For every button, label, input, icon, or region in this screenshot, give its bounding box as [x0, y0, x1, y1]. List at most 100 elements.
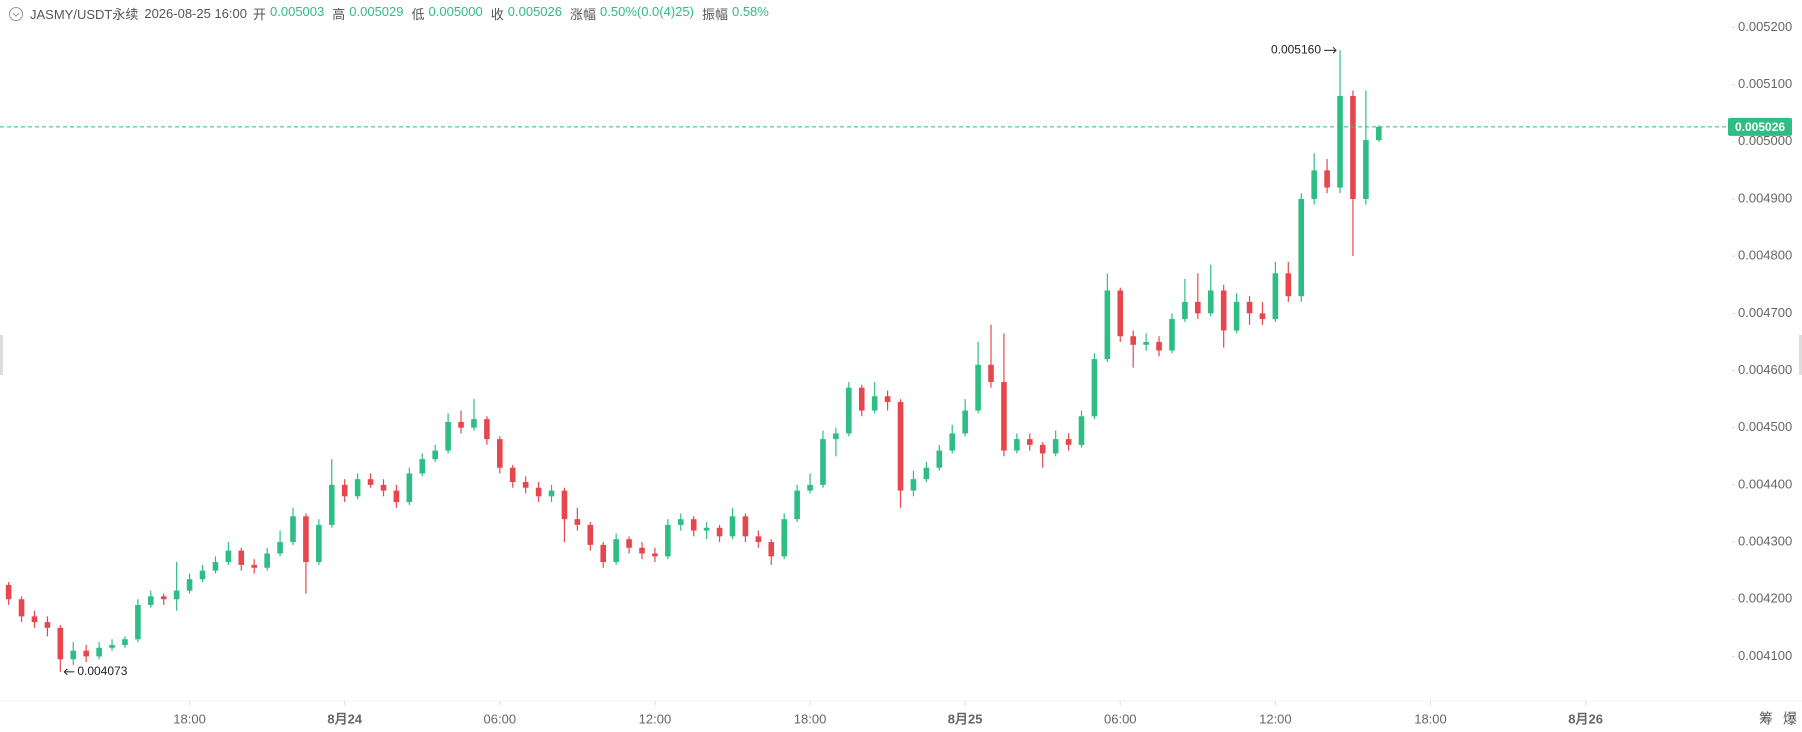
candle-body [96, 647, 102, 657]
candle-body [109, 644, 115, 648]
info-value: 0.005003 [270, 4, 325, 19]
candle-body [690, 519, 697, 531]
candle-body [419, 459, 426, 474]
header: JASMY/USDT永续 2026-08-25 16:00 开 0.005003 高… [8, 4, 773, 23]
candle-body [949, 433, 956, 451]
candle-body [1272, 273, 1279, 320]
candle-body [186, 579, 193, 591]
last-price-box [1728, 117, 1792, 136]
candle-body [535, 487, 542, 497]
candle-body [1078, 416, 1085, 445]
candle-body [1195, 301, 1201, 314]
x-tick-label: 18:00 [1414, 711, 1447, 726]
candle-body [497, 439, 503, 468]
candle-body [677, 519, 684, 525]
candle-body [846, 387, 852, 434]
symbol: JASMY/USDT永续 [30, 7, 139, 22]
candle-body [1001, 381, 1007, 451]
candle-body [1156, 341, 1162, 351]
candle-body [639, 547, 645, 554]
candle-body [44, 622, 51, 628]
max-arrowhead [1332, 46, 1337, 54]
candle-body [1039, 444, 1046, 454]
y-tick-label: 0.004800 [1738, 248, 1792, 263]
max-label: 0.005160 [1271, 42, 1321, 56]
candle-body [31, 616, 38, 623]
candle-body [1143, 341, 1149, 345]
candle-body [5, 584, 12, 600]
last-price-label: 0.005026 [1735, 120, 1785, 134]
time: 2026-08-25 16:00 [144, 6, 247, 21]
info-value: 0.58% [731, 4, 769, 19]
x-tick-label: 12:00 [1259, 711, 1292, 726]
x-tick-label: 18:00 [173, 711, 206, 726]
candle-body [1207, 290, 1214, 314]
candle-body [858, 387, 865, 411]
candle-body [341, 484, 348, 497]
candle-body [600, 544, 607, 563]
candle-body [290, 516, 296, 543]
candle-body [807, 484, 813, 491]
candle-body [897, 401, 904, 491]
y-tick-label: 0.004200 [1738, 591, 1792, 606]
left-handle[interactable] [0, 335, 3, 375]
candle-body [303, 516, 309, 563]
candle-body [173, 590, 180, 600]
candle-body [1091, 359, 1098, 417]
candle-body [135, 604, 141, 640]
candle-body [432, 450, 438, 460]
candle-body [509, 467, 516, 483]
collapse-icon[interactable] [8, 6, 24, 22]
candle-body [716, 527, 723, 537]
x-tick-label: 06:00 [484, 711, 517, 726]
candle-body [1065, 439, 1072, 445]
y-tick-label: 0.004700 [1738, 305, 1792, 320]
candle-body [1220, 290, 1227, 331]
y-tick-label: 0.004300 [1738, 533, 1792, 548]
candle-body [755, 536, 762, 543]
y-tick-label: 0.004900 [1738, 190, 1792, 205]
candle-body [1169, 319, 1175, 351]
x-tick-label: 12:00 [639, 711, 672, 726]
y-tick-label: 0.005000 [1738, 133, 1792, 148]
y-tick-label: 0.004100 [1738, 648, 1792, 663]
candle-body [316, 524, 322, 563]
candle-body [484, 419, 490, 440]
candle-body [1052, 439, 1059, 454]
candle-body [703, 527, 710, 531]
candle-body [18, 599, 25, 617]
candle-body [225, 550, 232, 563]
candle-body [1285, 273, 1292, 297]
candle-body [1026, 439, 1033, 445]
y-tick-label: 0.005100 [1738, 76, 1792, 91]
candle-body [1182, 301, 1188, 320]
candle-body [794, 490, 800, 520]
candle-body [742, 516, 749, 537]
info-label: 涨幅 [570, 7, 597, 22]
candle-body [160, 596, 167, 600]
info-label: 低 [411, 7, 425, 22]
candle-body [238, 550, 245, 565]
candle-body [354, 479, 361, 497]
info-value: 0.005026 [507, 4, 562, 19]
y-tick-label: 0.005200 [1738, 19, 1792, 34]
candle-body [975, 364, 981, 411]
right-handle[interactable] [1799, 335, 1802, 375]
candle-body [768, 542, 775, 557]
side-icon[interactable]: 筹 [1759, 711, 1773, 727]
info-label: 振幅 [701, 7, 728, 22]
candle-body [729, 516, 736, 537]
candle-body [1324, 170, 1330, 188]
candle-body [910, 479, 917, 491]
x-tick-label: 18:00 [794, 711, 827, 726]
min-label: 0.004073 [77, 664, 127, 678]
candle-body [380, 484, 387, 491]
x-tick-label: 8月24 [327, 711, 362, 726]
candle-body [199, 570, 206, 580]
candle-body [936, 450, 943, 468]
candle-body [1246, 301, 1253, 314]
candle-body [962, 410, 968, 434]
side-icon[interactable]: 爆 [1783, 711, 1797, 727]
